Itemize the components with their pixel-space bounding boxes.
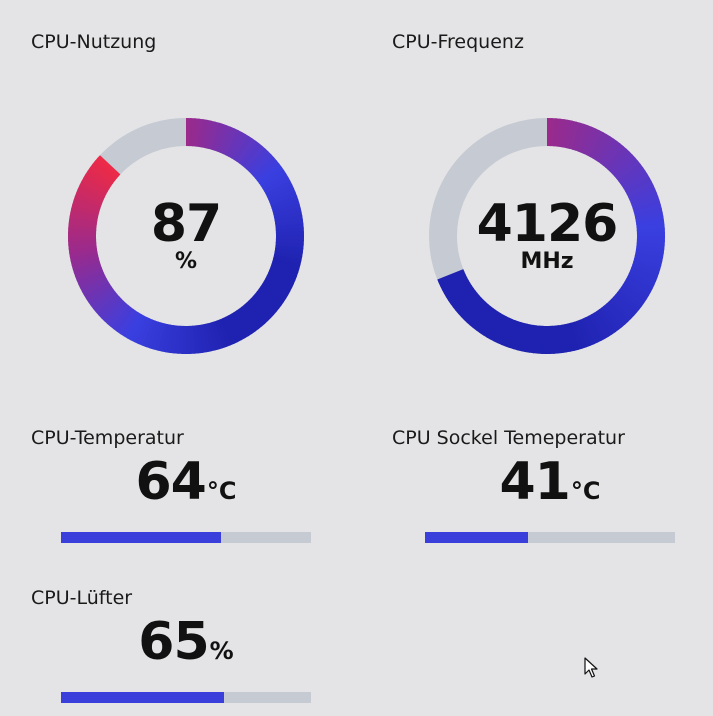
- cpu-usage-unit: %: [174, 249, 198, 274]
- cpu-fan-bar-fill: [61, 692, 224, 703]
- cpu-usage-ring: [68, 118, 304, 354]
- cpu-temperature-bar-fill: [61, 532, 221, 543]
- cpu-socket-temperature-bar-fill: [425, 532, 528, 543]
- cpu-frequency-gauge: 4126 MHz: [429, 118, 665, 354]
- cpu-usage-label: CPU-Nutzung: [31, 31, 157, 53]
- cpu-temperature-readout: 64 °C: [61, 452, 311, 512]
- cpu-fan-label: CPU-Lüfter: [31, 587, 133, 609]
- cpu-fan-value: 65: [138, 612, 209, 672]
- cpu-frequency-ring: [429, 118, 665, 354]
- cpu-usage-gauge: 87 %: [68, 118, 304, 354]
- cpu-temperature-label: CPU-Temperatur: [31, 427, 184, 449]
- cpu-temperature-value: 64: [135, 452, 207, 512]
- cpu-frequency-unit: MHz: [520, 249, 574, 274]
- cpu-usage-value: 87: [150, 194, 222, 254]
- mouse-pointer-icon: [584, 657, 598, 678]
- cpu-socket-temperature-label: CPU Sockel Temeperatur: [392, 427, 625, 449]
- cpu-fan-bar: [61, 692, 311, 703]
- cpu-frequency-value: 4126: [476, 194, 619, 254]
- cpu-socket-temperature-unit: °C: [570, 477, 601, 505]
- cpu-fan-unit: %: [209, 637, 234, 665]
- cpu-frequency-label: CPU-Frequenz: [392, 31, 524, 53]
- cpu-temperature-unit: °C: [206, 477, 237, 505]
- cpu-socket-temperature-value: 41: [499, 452, 571, 512]
- cpu-frequency-ring-segment: [437, 269, 465, 284]
- cpu-socket-temperature-readout: 41 °C: [425, 452, 675, 512]
- cpu-fan-readout: 65 %: [61, 612, 311, 672]
- cpu-temperature-bar: [61, 532, 311, 543]
- cpu-usage-ring-segment: [97, 155, 121, 177]
- cpu-socket-temperature-bar: [425, 532, 675, 543]
